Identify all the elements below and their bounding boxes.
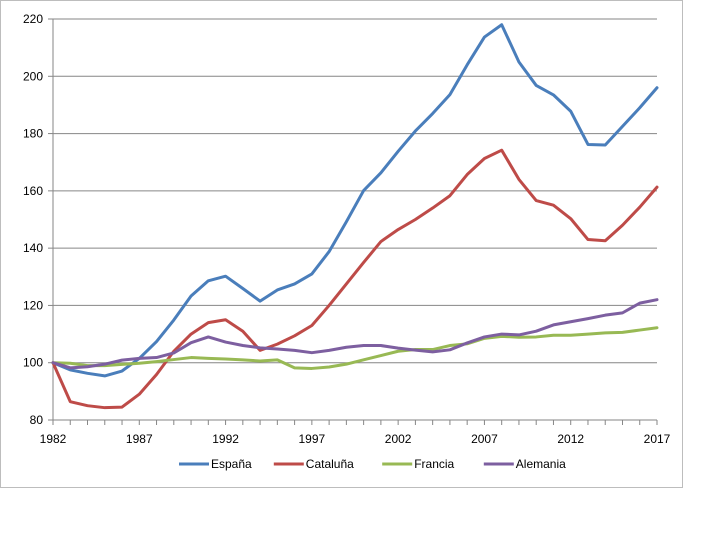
axes (48, 18, 658, 425)
series-line (51, 23, 659, 378)
series-line (51, 148, 659, 410)
x-tick-label: 2007 (471, 432, 498, 446)
series-line (51, 326, 659, 370)
y-tick-label: 200 (23, 69, 43, 83)
x-tick-label: 1987 (126, 432, 153, 446)
legend-label: Alemania (516, 457, 566, 471)
x-tick-label: 1982 (40, 432, 67, 446)
y-tick-label: 180 (23, 127, 43, 141)
x-tick-label: 2012 (557, 432, 584, 446)
chart-frame: 80 100 120 140 160 180 200 220 1982 1987 1992 1997… (0, 0, 683, 488)
legend-label: Francia (414, 457, 454, 471)
y-tick-label: 160 (23, 184, 43, 198)
y-tick-label: 140 (23, 241, 43, 255)
series-line (51, 298, 659, 370)
y-tick-label: 80 (30, 413, 44, 427)
x-tick-label: 2002 (385, 432, 412, 446)
x-tick-label: 1997 (299, 432, 326, 446)
line-chart: 80 100 120 140 160 180 200 220 1982 1987 1992 1997… (23, 12, 671, 471)
x-tick-label: 1992 (212, 432, 239, 446)
legend-label: España (211, 457, 252, 471)
x-tick-labels: 1982 1987 1992 1997 2002 2007 2012 2017 (40, 432, 671, 446)
legend: España Cataluña Francia Alemania (179, 457, 566, 471)
series-lines (51, 23, 659, 410)
gridlines (53, 18, 657, 421)
y-tick-label: 220 (23, 12, 43, 26)
y-tick-labels: 80 100 120 140 160 180 200 220 (23, 12, 43, 427)
y-tick-label: 120 (23, 298, 43, 312)
legend-label: Cataluña (306, 457, 354, 471)
x-tick-label: 2017 (644, 432, 671, 446)
y-tick-label: 100 (23, 356, 43, 370)
